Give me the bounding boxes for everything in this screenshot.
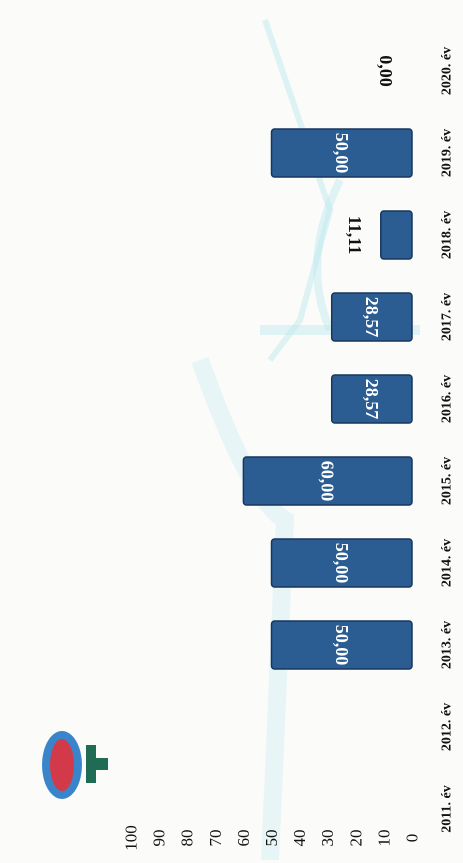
category-label: 2019. év [440,129,455,177]
data-label: 50,00 [332,625,352,666]
category-label: 2018. év [440,211,455,259]
category-label: 2012. év [440,703,455,751]
category-label: 2013. év [440,621,455,669]
category-label: 2011. év [440,785,455,832]
y-tick-label: 70 [206,830,225,847]
data-label: 60,00 [318,461,338,502]
category-label: 2015. év [440,457,455,505]
y-tick-label: 80 [178,830,197,847]
y-tick-label: 100 [122,825,141,851]
bar-2015-v [242,456,413,506]
data-label: 28,57 [362,297,382,338]
y-tick-label: 0 [403,834,422,843]
category-label: 2017. év [440,293,455,341]
bar-2014-v [270,538,413,588]
y-tick-label: 50 [262,830,281,847]
data-label: 11,11 [345,216,365,255]
y-tick-label: 20 [346,830,365,847]
category-label: 2016. év [440,375,455,423]
data-label: 0,00 [376,55,396,87]
y-tick-label: 90 [150,830,169,847]
y-tick-label: 10 [374,830,393,847]
bar-2016-v [330,374,413,424]
bar-2017-v [330,292,413,342]
data-label: 50,00 [332,133,352,174]
data-label: 28,57 [362,379,382,420]
data-label: 50,00 [332,543,352,584]
category-label: 2014. év [440,539,455,587]
y-tick-label: 60 [234,830,253,847]
bar-2019-v [270,128,413,178]
bar-2018-v [380,210,413,260]
category-label: 2020. év [440,47,455,95]
crest-icon [42,731,108,799]
y-tick-label: 30 [318,830,337,847]
y-tick-label: 40 [290,830,309,847]
bar-2013-v [270,620,413,670]
